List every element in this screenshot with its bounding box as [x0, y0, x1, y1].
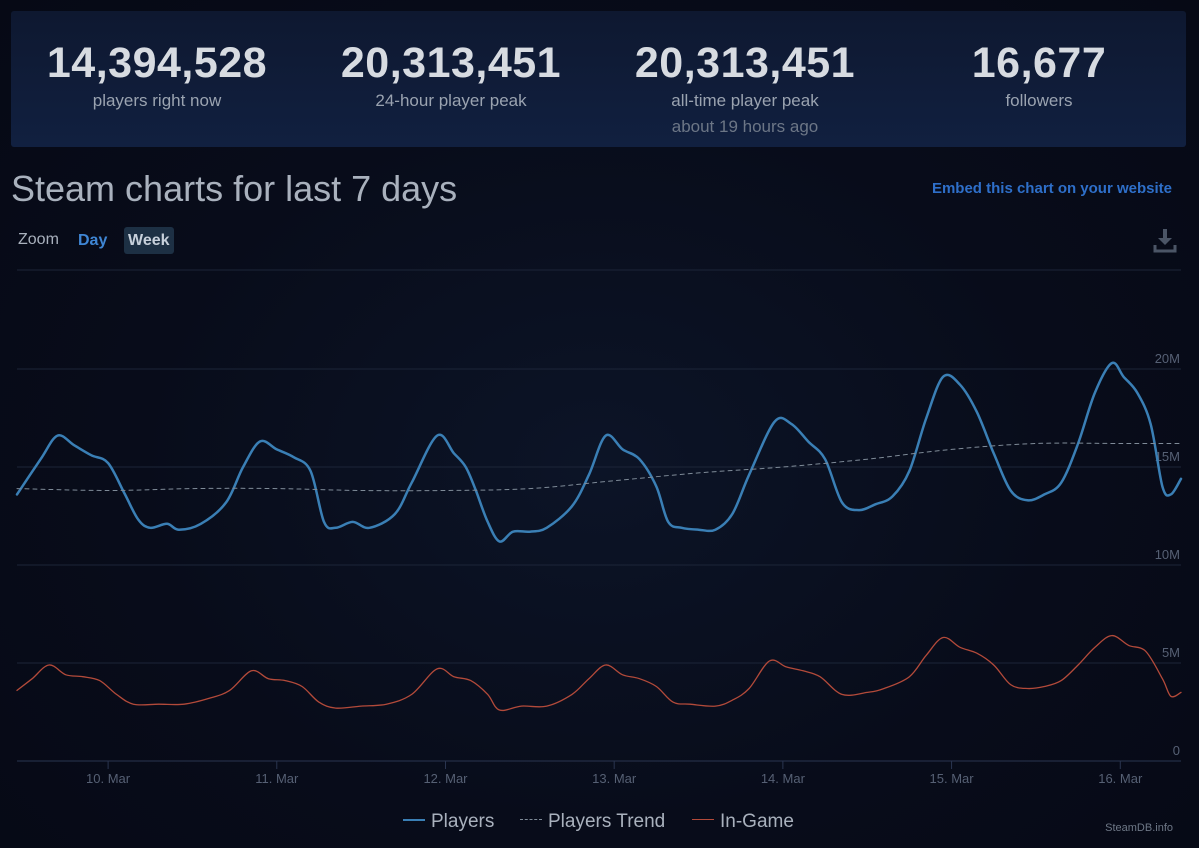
stat-value: 14,394,528: [46, 39, 268, 87]
stat-value: 20,313,451: [340, 39, 562, 87]
stat-label: players right now: [92, 91, 222, 110]
zoom-label: Zoom: [18, 231, 59, 248]
stat-label: 24-hour player peak: [375, 91, 527, 110]
stat-24h-peak: 20,313,451 24-hour player peak: [331, 39, 571, 111]
series-line-in-game: [16, 634, 1182, 712]
embed-chart-link[interactable]: Embed this chart on your website: [931, 180, 1172, 197]
series-line-players: [15, 361, 1183, 543]
steamdb-watermark: SteamDB.info: [1105, 822, 1173, 834]
stat-label: followers: [1005, 91, 1073, 110]
x-tick-label: 11. Mar: [255, 771, 299, 786]
zoom-day-button[interactable]: Day: [78, 232, 108, 249]
x-tick-label: 13. Mar: [592, 771, 637, 786]
x-tick-label: 14. Mar: [761, 771, 806, 786]
legend-label: In-Game: [720, 811, 794, 832]
stat-value: 20,313,451: [634, 39, 856, 87]
x-tick-label: 16. Mar: [1098, 771, 1143, 786]
stat-label: all-time player peak: [671, 91, 819, 110]
legend-label: Players Trend: [548, 811, 666, 832]
legend-label: Players: [431, 811, 495, 832]
download-icon[interactable]: [1153, 228, 1177, 259]
y-tick-label: 0: [1173, 743, 1180, 758]
legend-item-players-trend[interactable]: Players Trend: [520, 811, 665, 833]
legend-swatch-trend: [520, 819, 542, 821]
stat-followers: 16,677 followers: [939, 39, 1139, 111]
stat-subtext: about 19 hours ago: [671, 117, 819, 136]
legend-swatch-players: [403, 818, 425, 821]
chart-title: Steam charts for last 7 days: [11, 168, 458, 209]
y-tick-label: 15M: [1155, 449, 1180, 464]
stat-players-now: 14,394,528 players right now: [42, 39, 272, 111]
y-tick-label: 10M: [1155, 547, 1180, 562]
x-tick-label: 10. Mar: [86, 771, 131, 786]
legend-item-players[interactable]: Players: [403, 811, 494, 833]
y-tick-label: 20M: [1155, 351, 1180, 366]
stat-value: 16,677: [971, 39, 1107, 87]
legend-swatch-in-game: [692, 819, 714, 821]
chart-legend: Players Players Trend In-Game: [0, 811, 1199, 835]
zoom-week-button[interactable]: Week: [124, 227, 174, 254]
stat-all-time-peak: 20,313,451 all-time player peak about 19…: [625, 39, 865, 137]
stats-bar: 14,394,528 players right now 20,313,451 …: [11, 11, 1186, 147]
legend-item-in-game[interactable]: In-Game: [692, 811, 794, 833]
x-tick-label: 15. Mar: [930, 771, 975, 786]
x-tick-label: 12. Mar: [423, 771, 468, 786]
y-tick-label: 5M: [1162, 645, 1180, 660]
